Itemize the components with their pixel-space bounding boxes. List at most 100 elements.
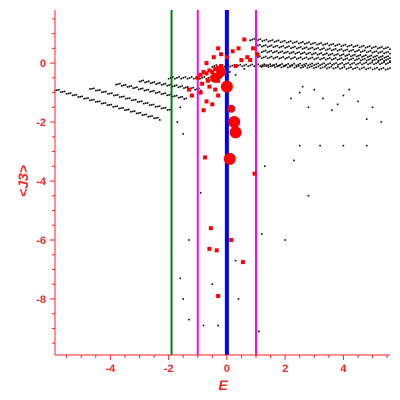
- black-point: [287, 41, 290, 43]
- black-point: [380, 67, 383, 70]
- black-point: [251, 38, 254, 41]
- black-point: [138, 88, 140, 91]
- black-point: [339, 63, 341, 65]
- black-point: [387, 50, 389, 53]
- black-point: [308, 66, 311, 68]
- black-point: [358, 46, 361, 49]
- black-point: [277, 65, 279, 67]
- black-point: [359, 54, 362, 56]
- black-point: [136, 101, 139, 103]
- black-point: [342, 144, 345, 147]
- black-point: [126, 109, 128, 111]
- black-point: [120, 95, 123, 98]
- black-point: [326, 52, 328, 55]
- black-point: [301, 64, 303, 67]
- black-point: [375, 45, 377, 48]
- black-point: [155, 92, 157, 94]
- black-point: [269, 63, 272, 65]
- black-point: [373, 51, 376, 53]
- black-point: [320, 42, 322, 44]
- black-point: [314, 52, 317, 54]
- black-point: [126, 86, 129, 88]
- black-point: [124, 109, 126, 111]
- black-point: [261, 57, 263, 59]
- red-point: [230, 49, 235, 54]
- red-point: [211, 55, 216, 60]
- black-point: [247, 65, 250, 68]
- black-point: [268, 45, 271, 47]
- black-point: [362, 58, 364, 61]
- black-point: [272, 46, 275, 49]
- black-point: [277, 39, 280, 42]
- red-point: [201, 69, 206, 74]
- black-point: [263, 39, 266, 42]
- black-point: [389, 67, 391, 69]
- black-point: [253, 38, 256, 40]
- black-point: [141, 87, 144, 90]
- black-point: [384, 68, 387, 71]
- black-point: [387, 62, 389, 64]
- black-point: [276, 55, 279, 58]
- black-point: [335, 53, 337, 56]
- black-point: [199, 192, 202, 194]
- black-point: [338, 43, 341, 46]
- black-point: [334, 44, 337, 47]
- black-point: [316, 43, 318, 46]
- black-point: [354, 50, 356, 53]
- black-point: [288, 52, 291, 55]
- red-point: [219, 64, 224, 69]
- black-point: [177, 96, 180, 99]
- black-point: [265, 38, 268, 41]
- black-point: [211, 283, 214, 286]
- black-point: [377, 47, 379, 50]
- black-point: [270, 55, 273, 58]
- black-point: [162, 83, 165, 86]
- black-point: [262, 50, 265, 53]
- black-point: [300, 67, 302, 69]
- black-point: [327, 57, 329, 60]
- black-point: [359, 61, 361, 64]
- black-point: [330, 43, 333, 46]
- axes: -4 -2 0 2 4 0 -2 -4 -6 -8: [36, 10, 390, 375]
- black-point: [286, 46, 288, 48]
- black-point: [379, 59, 382, 61]
- black-point: [103, 91, 105, 93]
- black-point: [188, 239, 190, 241]
- black-point: [369, 58, 372, 60]
- black-point: [387, 55, 389, 58]
- black-point: [352, 46, 355, 48]
- black-point: [299, 46, 302, 48]
- black-point: [259, 38, 262, 41]
- black-point: [143, 113, 146, 116]
- black-point: [352, 49, 354, 51]
- black-point: [319, 48, 321, 51]
- black-point: [350, 58, 352, 61]
- red-point: [220, 80, 233, 93]
- black-point: [273, 64, 275, 66]
- black-point: [122, 107, 124, 109]
- black-point: [338, 49, 341, 51]
- black-point: [143, 89, 146, 92]
- black-point: [185, 97, 187, 100]
- black-point: [317, 65, 320, 68]
- black-point: [332, 43, 335, 45]
- black-point: [201, 77, 203, 79]
- black-point: [319, 144, 321, 147]
- black-point: [330, 58, 333, 61]
- black-point: [371, 106, 374, 109]
- black-point: [75, 93, 78, 96]
- black-point: [345, 68, 348, 70]
- black-point: [337, 66, 339, 68]
- black-point: [293, 66, 296, 69]
- black-point: [186, 77, 189, 80]
- black-point: [190, 76, 193, 78]
- black-point: [356, 66, 359, 69]
- black-point: [185, 86, 187, 89]
- black-point: [311, 46, 314, 49]
- black-point: [263, 165, 266, 168]
- black-point: [389, 57, 391, 59]
- black-point: [284, 57, 286, 60]
- black-point: [356, 44, 359, 47]
- black-point: [371, 51, 374, 54]
- red-point: [236, 46, 241, 51]
